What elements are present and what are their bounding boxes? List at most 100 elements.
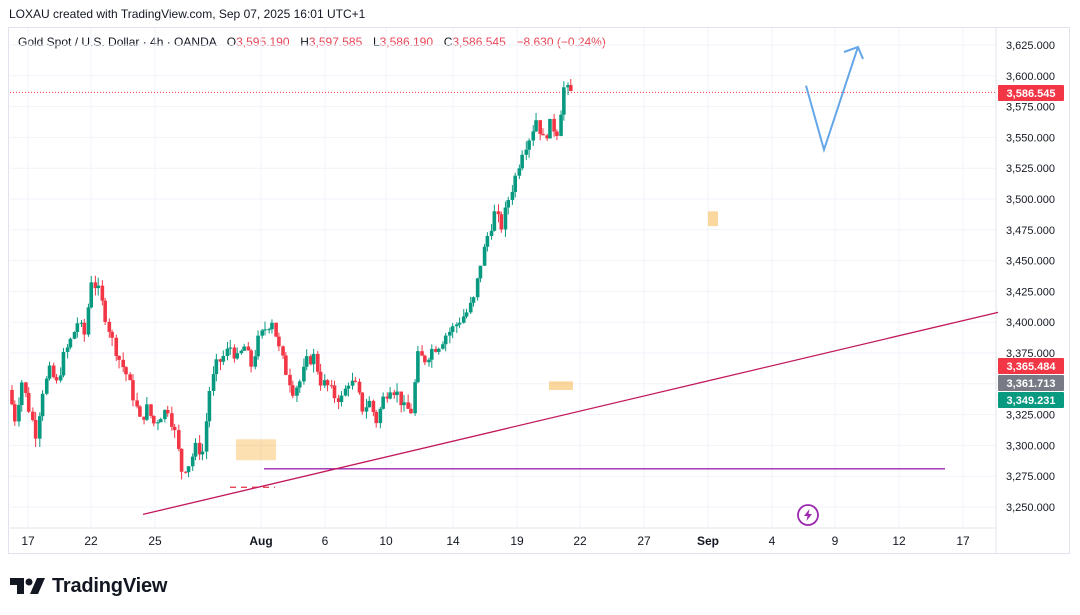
candle-body [503, 207, 508, 230]
candle-body [569, 85, 573, 92]
candle-body [253, 356, 258, 367]
candle-body [464, 312, 469, 317]
candle-body [559, 114, 563, 136]
lightning-icon[interactable] [797, 504, 819, 526]
candle-body [302, 366, 306, 382]
candle-body [44, 378, 49, 394]
candle-body [179, 448, 184, 472]
demand-zone [236, 439, 276, 461]
x-axis: 17 22 25 Aug 6 10 14 19 22 27 Sep 4 9 12 17 [10, 527, 996, 548]
candle-body [545, 135, 549, 139]
x-tick-label: 22 [573, 534, 587, 548]
brand-name: TradingView [52, 574, 168, 597]
candle-body [364, 407, 369, 412]
candle-body [214, 359, 219, 375]
candle-body [190, 456, 195, 467]
candlestick-series[interactable] [10, 78, 573, 480]
candle-body [566, 85, 570, 88]
candle-body [517, 168, 522, 176]
candle-body [336, 398, 341, 402]
price-label-box [998, 375, 1064, 391]
candle-body [163, 409, 167, 420]
candle-body [527, 140, 531, 150]
candle-body [541, 133, 545, 136]
candle-body [520, 154, 524, 169]
candle-body [392, 392, 397, 396]
candle-body [232, 347, 237, 359]
x-tick-label: 14 [446, 534, 460, 548]
candle-body [218, 359, 223, 362]
candle-body [485, 235, 490, 247]
grid-lines [10, 28, 996, 528]
tradingview-logo-icon [10, 578, 45, 594]
candle-body [496, 211, 501, 215]
candle-body [274, 322, 278, 337]
projection-arrowhead [843, 45, 864, 60]
open-label: O [226, 35, 237, 49]
candle-body [242, 346, 246, 351]
candle-body [186, 466, 191, 473]
x-tick-label: 10 [379, 534, 393, 548]
candle-body [427, 359, 431, 363]
y-tick-label: 3,250.000 [1006, 502, 1055, 514]
candle-body [291, 385, 295, 396]
candle-body [350, 380, 355, 386]
candle-body [13, 404, 17, 422]
candle-body [318, 371, 323, 386]
drawings[interactable] [805, 45, 864, 154]
candle-body [534, 120, 538, 132]
candle-body [385, 396, 390, 399]
candle-body [468, 302, 473, 313]
price-label-text: 3,586.545 [1007, 88, 1056, 100]
price-label-box [998, 85, 1064, 101]
chart-frame [8, 27, 1070, 554]
candle-body [10, 389, 14, 405]
candle-body [332, 385, 337, 399]
candle-body [68, 338, 73, 348]
candle-body [399, 391, 403, 406]
tradingview-logo[interactable]: TradingView [10, 573, 167, 599]
candle-body [200, 451, 205, 455]
candle-body [239, 350, 244, 354]
candle-body [524, 149, 529, 155]
candle-body [183, 471, 188, 473]
candle-body [475, 278, 480, 298]
candle-body [277, 336, 281, 347]
candle-body [117, 355, 121, 360]
candle-body [478, 265, 483, 279]
chart-overlays [10, 91, 999, 516]
candle-body [489, 230, 494, 236]
x-tick-label: 17 [21, 534, 35, 548]
candle-body [552, 118, 556, 132]
candle-body [448, 331, 452, 336]
price-label-text: 3,361.713 [1007, 378, 1056, 390]
candle-body [506, 200, 511, 208]
candle-body [395, 391, 399, 396]
candle-body [100, 285, 105, 301]
y-tick-label: 3,325.000 [1006, 410, 1055, 422]
candle-body [482, 246, 487, 266]
candle-body [47, 365, 52, 379]
candle-body [325, 380, 330, 386]
candle-body [441, 344, 445, 349]
candle-body [413, 382, 417, 414]
y-tick-label: 3,375.000 [1006, 348, 1055, 360]
y-tick-label: 3,625.000 [1006, 40, 1055, 52]
candle-body [249, 350, 253, 367]
candle-body [263, 329, 267, 331]
x-tick-label: 4 [769, 534, 776, 548]
candle-body [406, 402, 410, 409]
y-tick-label: 3,425.000 [1006, 286, 1055, 298]
candle-body [19, 382, 24, 406]
candle-body [165, 409, 170, 414]
candle-body [295, 387, 299, 396]
breakout-zone [708, 211, 718, 227]
candle-body [75, 323, 80, 333]
candle-body [457, 322, 462, 325]
candle-body [26, 392, 31, 412]
y-tick-label: 3,600.000 [1006, 71, 1055, 83]
close-label: C [443, 35, 453, 49]
price-label-box [998, 358, 1064, 374]
candle-body [367, 400, 372, 408]
